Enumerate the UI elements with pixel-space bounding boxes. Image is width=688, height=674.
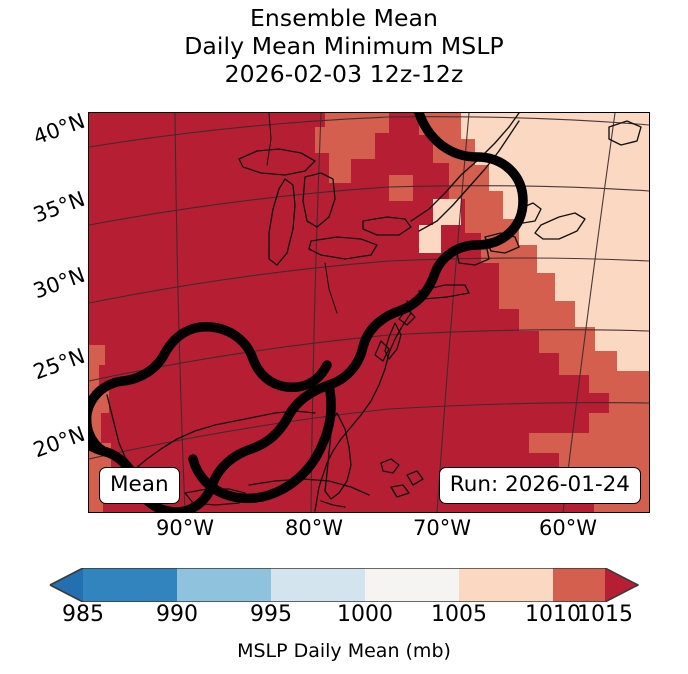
colorbar-tick-990: 990: [156, 602, 198, 627]
map-canvas: [89, 113, 649, 512]
lat-label-35n: 35°N: [30, 186, 89, 228]
colorbar-extend-high: [605, 568, 638, 602]
colorbar[interactable]: [36, 568, 652, 602]
colorbar-tick-1005: 1005: [431, 602, 487, 627]
mslp-contour-1015: [89, 113, 528, 512]
page-title: Ensemble Mean Daily Mean Minimum MSLP 20…: [0, 4, 688, 88]
title-line-2: Daily Mean Minimum MSLP: [184, 32, 504, 60]
colorbar-band-995-1000: [271, 568, 365, 602]
lat-label-25n: 25°N: [30, 343, 89, 385]
colorbar-extend-low: [50, 568, 83, 602]
title-line-1: Ensemble Mean: [249, 4, 439, 32]
colorbar-canvas: [49, 568, 639, 602]
lon-label-90w: 90°W: [156, 516, 214, 540]
colorbar-tick-1000: 1000: [337, 602, 393, 627]
lat-label-40n: 40°N: [30, 108, 89, 150]
title-line-3: 2026-02-03 12z-12z: [224, 60, 464, 88]
graticule: [89, 113, 649, 512]
colorbar-tick-1010: 1010: [525, 602, 581, 627]
mean-legend-box: Mean: [99, 466, 180, 504]
colorbar-tick-995: 995: [250, 602, 292, 627]
colorbar-tick-985: 985: [62, 602, 104, 627]
colorbar-outline: [49, 568, 639, 602]
run-date-box: Run: 2026-01-24: [438, 466, 641, 504]
colorbar-tick-1015: 1015: [577, 602, 633, 627]
lat-label-20n: 20°N: [30, 421, 89, 463]
colorbar-band-990-995: [177, 568, 271, 602]
colorbar-axis-label: MSLP Daily Mean (mb): [237, 640, 451, 662]
colorbar-band-1005-1010: [459, 568, 553, 602]
colorbar-band-985-990: [83, 568, 177, 602]
map-panel[interactable]: Mean Run: 2026-01-24: [88, 112, 650, 513]
colorbar-band-1000-1005: [365, 568, 459, 602]
lon-label-80w: 80°W: [285, 516, 343, 540]
lon-label-70w: 70°W: [413, 516, 471, 540]
field-band-1005-1010: [419, 113, 649, 371]
lat-label-30n: 30°N: [30, 262, 89, 304]
lon-label-60w: 60°W: [539, 516, 597, 540]
colorbar-band-1010-1015: [553, 568, 605, 602]
